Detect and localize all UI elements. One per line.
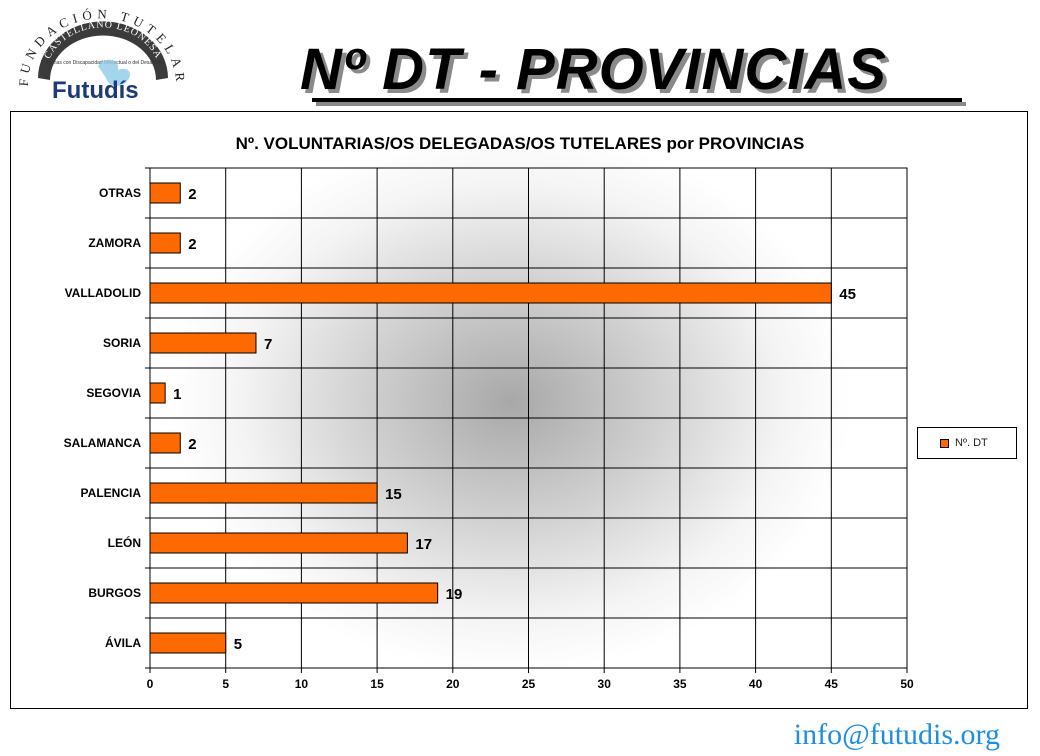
data-label: 1	[173, 386, 181, 403]
category-label: SEGOVIA	[86, 386, 141, 400]
x-tick-label: 45	[825, 677, 839, 691]
futudis-logo: FUNDACIÓN TUTELAR CASTELLANO LEONESA Per…	[16, 6, 184, 104]
data-label: 2	[188, 186, 196, 203]
category-label: PALENCIA	[81, 486, 142, 500]
data-label: 17	[415, 536, 432, 553]
logo-brand: Futudís	[52, 77, 139, 104]
bar	[149, 532, 408, 554]
bar	[149, 382, 166, 404]
data-label: 7	[264, 336, 272, 353]
bar	[149, 182, 181, 204]
x-tick-label: 15	[370, 677, 384, 691]
bar	[149, 582, 439, 604]
page-title: Nº DT - PROVINCIAS	[300, 37, 887, 102]
data-label: 5	[234, 636, 242, 653]
chart-frame: Nº. VOLUNTARIAS/OS DELEGADAS/OS TUTELARE…	[10, 111, 1028, 709]
category-label: ZAMORA	[88, 236, 141, 250]
legend-label: Nº. DT	[955, 437, 988, 449]
x-tick-label: 30	[598, 677, 612, 691]
bar	[149, 232, 181, 254]
x-tick-label: 25	[522, 677, 536, 691]
x-tick-label: 20	[446, 677, 460, 691]
category-label: SORIA	[103, 336, 141, 350]
category-label: LEÓN	[108, 535, 141, 550]
category-label: SALAMANCA	[64, 436, 142, 450]
data-label: 45	[839, 286, 856, 303]
chart-legend: Nº. DT	[917, 427, 1017, 459]
data-label: 15	[385, 486, 402, 503]
contact-email[interactable]: info@futudis.org	[793, 718, 1000, 751]
x-tick-label: 40	[749, 677, 763, 691]
data-label: 2	[188, 436, 196, 453]
category-label: VALLADOLID	[65, 286, 142, 300]
chart-title: Nº. VOLUNTARIAS/OS DELEGADAS/OS TUTELARE…	[235, 134, 805, 153]
x-tick-label: 10	[295, 677, 309, 691]
x-tick-label: 35	[673, 677, 687, 691]
category-label: BURGOS	[88, 586, 141, 600]
category-label: ÁVILA	[105, 635, 141, 650]
bar	[149, 482, 378, 504]
bar	[149, 282, 832, 304]
data-label: 19	[446, 586, 463, 603]
x-tick-label: 50	[900, 677, 914, 691]
x-tick-label: 0	[147, 677, 154, 691]
bar	[149, 332, 257, 354]
bar	[149, 632, 227, 654]
legend-swatch	[940, 438, 949, 448]
bar	[149, 432, 181, 454]
category-label: OTRAS	[99, 186, 141, 200]
x-tick-label: 5	[222, 677, 229, 691]
data-label: 2	[188, 236, 196, 253]
title-underline	[312, 98, 962, 102]
